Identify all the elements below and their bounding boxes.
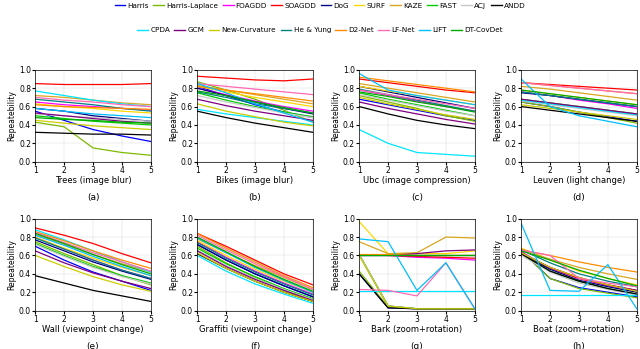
X-axis label: Leuven (light change): Leuven (light change) bbox=[532, 176, 625, 185]
Text: (g): (g) bbox=[411, 342, 423, 349]
Y-axis label: Repeatebility: Repeatebility bbox=[331, 90, 340, 141]
Text: (f): (f) bbox=[250, 342, 260, 349]
X-axis label: Graffiti (viewpoint change): Graffiti (viewpoint change) bbox=[198, 325, 312, 334]
Text: (h): (h) bbox=[573, 342, 586, 349]
Y-axis label: Repeatebility: Repeatebility bbox=[331, 239, 340, 290]
Text: (e): (e) bbox=[87, 342, 99, 349]
Text: (b): (b) bbox=[249, 193, 261, 202]
X-axis label: Bikes (image blur): Bikes (image blur) bbox=[216, 176, 294, 185]
Legend: CPDA, GCM, New-Curvature, He & Yung, D2-Net, LF-Net, LIFT, DT-CovDet: CPDA, GCM, New-Curvature, He & Yung, D2-… bbox=[136, 26, 504, 34]
X-axis label: Bark (zoom+rotation): Bark (zoom+rotation) bbox=[371, 325, 463, 334]
X-axis label: Ubc (image compression): Ubc (image compression) bbox=[363, 176, 471, 185]
Legend: Harris, Harris-Laplace, FOAGDD, SOAGDD, DoG, SURF, KAZE, FAST, ACJ, ANDD: Harris, Harris-Laplace, FOAGDD, SOAGDD, … bbox=[114, 2, 526, 9]
Text: (d): (d) bbox=[573, 193, 586, 202]
X-axis label: Wall (viewpoint change): Wall (viewpoint change) bbox=[42, 325, 144, 334]
Y-axis label: Repeatebility: Repeatebility bbox=[169, 90, 178, 141]
X-axis label: Trees (image blur): Trees (image blur) bbox=[55, 176, 131, 185]
Text: (c): (c) bbox=[411, 193, 423, 202]
Y-axis label: Repeatebility: Repeatebility bbox=[7, 239, 16, 290]
Text: (a): (a) bbox=[87, 193, 99, 202]
Y-axis label: Repeatebility: Repeatebility bbox=[169, 239, 178, 290]
Y-axis label: Repeatebility: Repeatebility bbox=[7, 90, 16, 141]
Y-axis label: Repeatebility: Repeatebility bbox=[493, 239, 502, 290]
X-axis label: Boat (zoom+rotation): Boat (zoom+rotation) bbox=[533, 325, 625, 334]
Y-axis label: Repeatebility: Repeatebility bbox=[493, 90, 502, 141]
